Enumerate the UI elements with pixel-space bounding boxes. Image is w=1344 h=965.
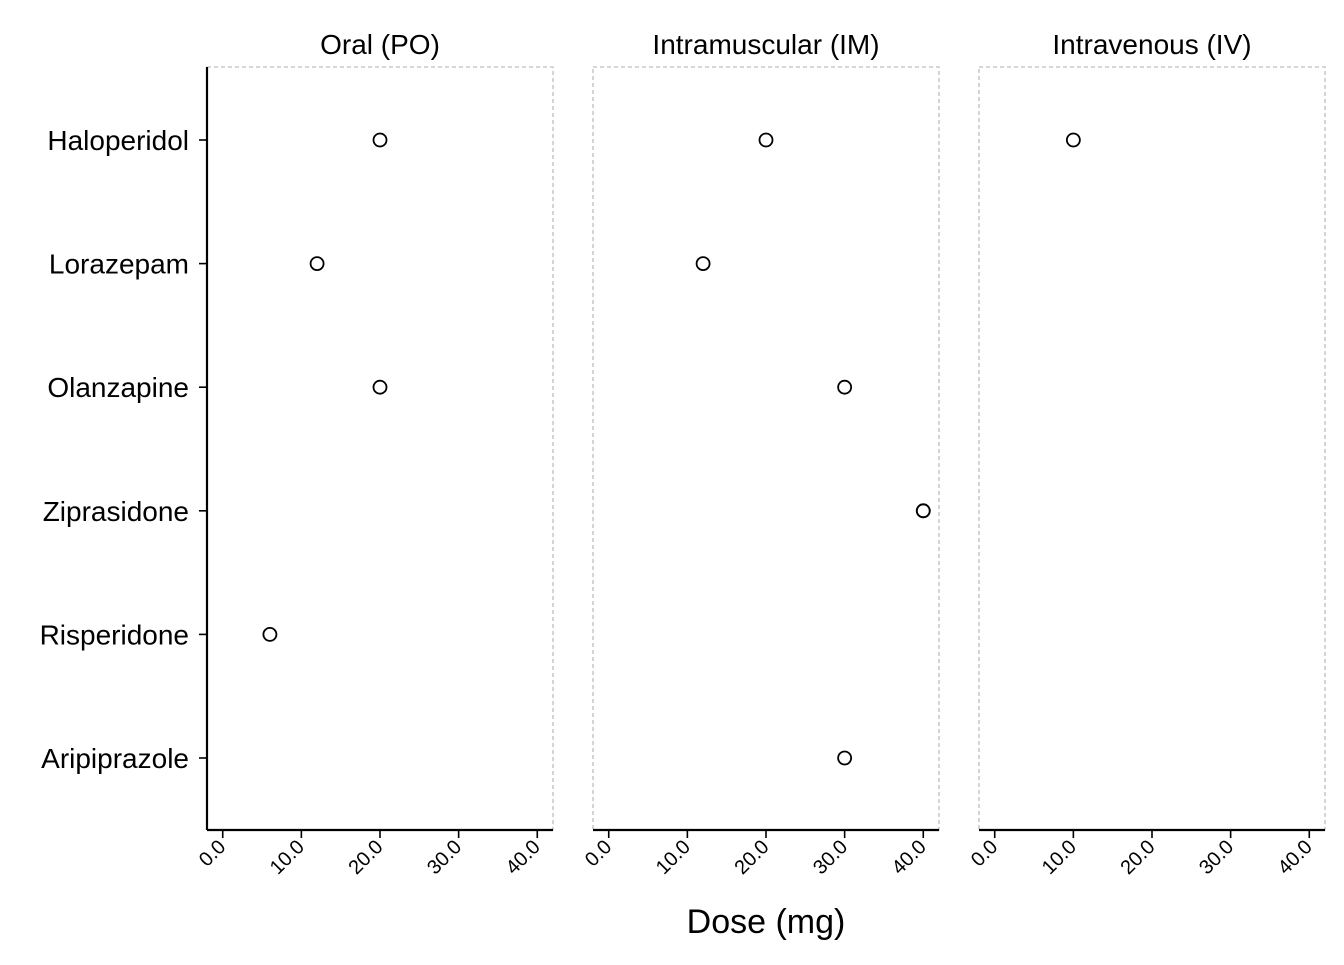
category-label: Olanzapine	[47, 372, 189, 403]
x-tick-label: 20.0	[344, 836, 387, 879]
x-tick-label: 30.0	[809, 836, 852, 879]
x-tick-label: 30.0	[423, 836, 466, 879]
x-tick-label: 0.0	[195, 836, 230, 871]
facet-panel: Intramuscular (IM) 0.0 10.0 20.0 30.0 40.0	[581, 29, 940, 879]
category-axis: Haloperidol Lorazepam Olanzapine Ziprasidon…	[40, 67, 209, 830]
facet-panel: Oral (PO) 0.0 10.0 20.0 30.0 40.0	[195, 29, 554, 879]
x-tick-label: 40.0	[502, 836, 545, 879]
facet-title: Oral (PO)	[320, 29, 440, 60]
x-tick-label: 10.0	[266, 836, 309, 879]
x-axis-title: Dose (mg)	[687, 903, 846, 941]
category-label: Ziprasidone	[43, 496, 189, 527]
data-point	[309, 256, 325, 272]
data-point	[758, 132, 774, 148]
data-point	[262, 627, 278, 642]
data-point	[1065, 132, 1081, 148]
x-tick-label: 0.0	[581, 836, 616, 871]
x-tick-label: 20.0	[1116, 836, 1159, 879]
category-label: Haloperidol	[47, 125, 189, 156]
x-tick-label: 40.0	[1274, 836, 1317, 879]
x-tick-label: 20.0	[730, 836, 773, 879]
panel-border	[206, 66, 554, 831]
data-point	[372, 132, 388, 148]
facet-title: Intravenous (IV)	[1052, 29, 1251, 60]
facet-title: Intramuscular (IM)	[652, 29, 879, 60]
panels-layer: Oral (PO)0.0 10.0 20.0 30.0 40.0Intramuscula…	[195, 29, 1326, 879]
x-tick-label: 30.0	[1195, 836, 1238, 879]
x-tick-label: 0.0	[967, 836, 1002, 871]
x-tick-label: 10.0	[1038, 836, 1081, 879]
panel-border	[978, 66, 1326, 831]
data-point	[837, 379, 853, 395]
category-label: Risperidone	[40, 619, 189, 650]
category-label: Lorazepam	[49, 249, 189, 280]
data-point	[915, 503, 931, 519]
x-tick-label: 10.0	[652, 836, 695, 879]
panel-border	[592, 66, 940, 831]
facet-panel: Intravenous (IV) 0.0 10.0 20.0 30.0 40.0	[967, 29, 1326, 879]
category-label: Aripiprazole	[41, 743, 189, 774]
data-point	[695, 256, 711, 272]
data-point	[837, 750, 853, 766]
x-tick-label: 40.0	[888, 836, 931, 879]
data-point	[372, 379, 388, 395]
